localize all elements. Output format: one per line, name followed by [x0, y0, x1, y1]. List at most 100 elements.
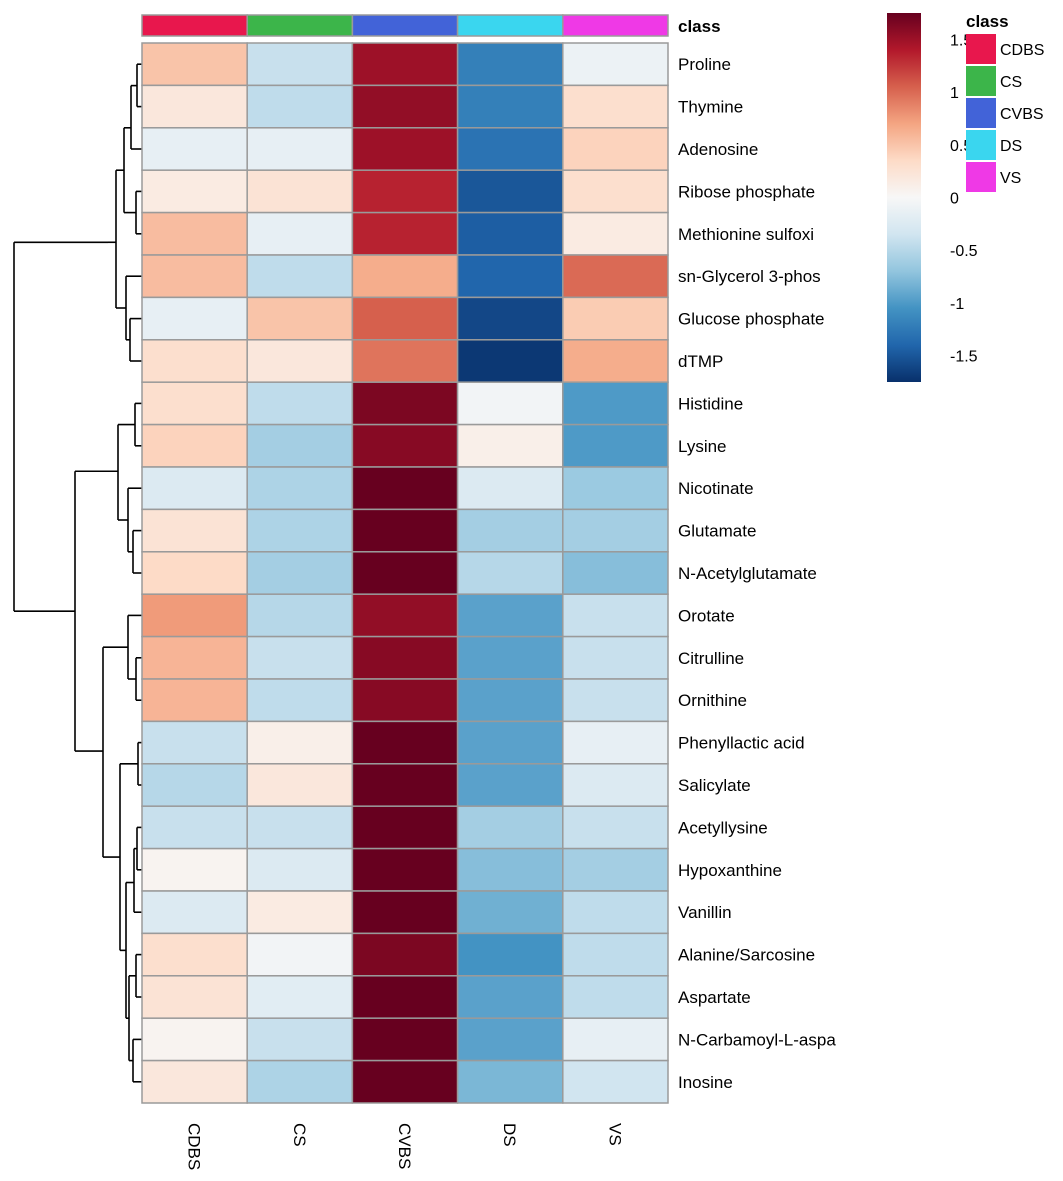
heatmap-cell [351, 127, 459, 171]
row-label: Proline [678, 55, 731, 74]
row-label: Thymine [678, 98, 743, 117]
heatmap-cell [246, 339, 354, 383]
color-scale-tick: -1 [950, 296, 964, 313]
heatmap-cell [456, 635, 564, 680]
heatmap-cell [246, 381, 354, 426]
heatmap-cell [351, 84, 459, 129]
heatmap-cell [562, 1059, 669, 1104]
row-label: sn-Glycerol 3-phos [678, 267, 821, 286]
class-bar-cdbs [141, 14, 248, 37]
heatmap-cell [562, 593, 669, 638]
heatmap-cell [456, 763, 564, 807]
heatmap-cell [562, 975, 669, 1019]
heatmap-cell [562, 763, 669, 807]
row-label: Orotate [678, 606, 735, 625]
heatmap-cell [351, 678, 459, 723]
heatmap-cell [246, 593, 354, 638]
heatmap-cell [141, 593, 248, 638]
heatmap-cell [246, 1017, 354, 1062]
heatmap-cell [351, 42, 459, 87]
heatmap-cell [456, 339, 564, 383]
heatmap-cell [246, 932, 354, 977]
heatmap-cell [351, 423, 459, 468]
heatmap-cell [351, 169, 459, 214]
heatmap-cell [246, 720, 354, 765]
row-label: Phenyllactic acid [678, 734, 805, 753]
heatmap-cell [456, 890, 564, 935]
row-label: Citrulline [678, 649, 744, 668]
heatmap-cell [456, 932, 564, 977]
heatmap-cell [562, 508, 669, 553]
heatmap-cell [456, 42, 564, 87]
heatmap-cell [456, 847, 564, 892]
heatmap-cell [141, 678, 248, 723]
row-label: Glutamate [678, 522, 756, 541]
heatmap-cell [456, 127, 564, 171]
heatmap-cell [141, 805, 248, 850]
heatmap-cell [246, 1059, 354, 1104]
heatmap-cell [141, 254, 248, 299]
heatmap-cell [246, 254, 354, 299]
heatmap-cell [141, 635, 248, 680]
class-bar-ds [456, 14, 564, 37]
heatmap-cell [456, 593, 564, 638]
heatmap-cell [246, 763, 354, 807]
heatmap-cell [141, 508, 248, 553]
heatmap-cell [246, 169, 354, 214]
heatmap-cell [456, 678, 564, 723]
heatmap-cell [562, 296, 669, 341]
heatmap-cells [141, 42, 669, 1104]
row-label: Nicotinate [678, 479, 754, 498]
heatmap-cell [246, 678, 354, 723]
row-label: Glucose phosphate [678, 310, 825, 329]
row-label: Ribose phosphate [678, 182, 815, 201]
heatmap-cell [562, 678, 669, 723]
heatmap-cell [351, 296, 459, 341]
heatmap-cell [141, 890, 248, 935]
heatmap-cell [456, 296, 564, 341]
class-bar-vs [562, 14, 669, 37]
heatmap-cell [456, 551, 564, 595]
column-label: CVBS [395, 1123, 414, 1169]
column-labels: CDBS CS CVBS DS VS [185, 1123, 625, 1170]
heatmap-cell [562, 211, 669, 256]
color-scale-legend: 1.510.50-0.5-1-1.5 [887, 13, 978, 382]
class-legend-label: CDBS [1000, 42, 1044, 59]
heatmap-cell [246, 847, 354, 892]
heatmap-cell [351, 890, 459, 935]
heatmap-cell [456, 423, 564, 468]
color-scale-tick: -1.5 [950, 349, 978, 366]
class-legend-title: class [966, 12, 1009, 31]
class-bar-cs [246, 14, 354, 37]
heatmap-cell [351, 254, 459, 299]
class-legend-swatch [966, 34, 996, 64]
column-label: DS [500, 1123, 519, 1147]
heatmap-cell [141, 84, 248, 129]
heatmap-cell [246, 296, 354, 341]
heatmap-cell [456, 508, 564, 553]
heatmap-cell [351, 1017, 459, 1062]
heatmap-cell [351, 551, 459, 595]
heatmap-cell [562, 551, 669, 595]
column-label: CS [290, 1123, 309, 1147]
class-bar-cvbs [351, 14, 459, 37]
heatmap-cell [562, 169, 669, 214]
heatmap-cell [351, 720, 459, 765]
class-legend-swatch [966, 98, 996, 128]
heatmap-cell [456, 1059, 564, 1104]
heatmap-cell [141, 763, 248, 807]
row-dendrogram [13, 63, 142, 1083]
heatmap-cell [141, 847, 248, 892]
class-legend-label: CS [1000, 74, 1022, 91]
heatmap-cell [351, 805, 459, 850]
heatmap-cell [246, 805, 354, 850]
heatmap-cell [562, 127, 669, 171]
heatmap-cell [456, 1017, 564, 1062]
class-annotation-bar [141, 14, 669, 37]
row-label: Histidine [678, 394, 743, 413]
row-label: Vanillin [678, 903, 732, 922]
row-label: Ornithine [678, 691, 747, 710]
heatmap-cell [246, 975, 354, 1019]
class-legend-swatch [966, 66, 996, 96]
